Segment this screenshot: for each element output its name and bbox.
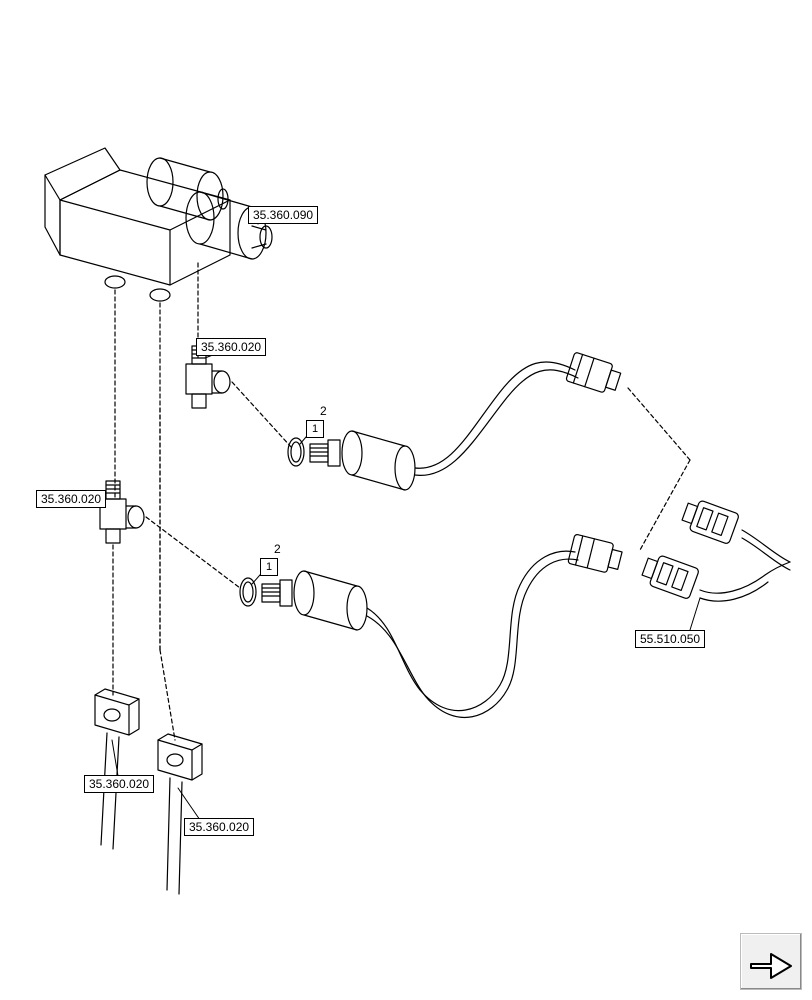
callout-harness: 55.510.050	[635, 630, 705, 648]
item-2-upper: 2	[320, 404, 327, 418]
item-1-box-lower: 1	[260, 558, 278, 576]
callout-hose-left: 35.360.020	[84, 775, 154, 793]
diagram-svg	[0, 0, 812, 1000]
callout-valve-assembly: 35.360.090	[248, 206, 318, 224]
callout-tfitting-right: 35.360.020	[196, 338, 266, 356]
callout-hose-right: 35.360.020	[184, 818, 254, 836]
item-1-box-upper: 1	[306, 420, 324, 438]
parts-diagram: 35.360.090 35.360.020 35.360.020 35.360.…	[0, 0, 812, 1000]
page-nav-icon[interactable]	[740, 933, 802, 990]
item-2-lower: 2	[274, 542, 281, 556]
callout-tfitting-left: 35.360.020	[36, 490, 106, 508]
